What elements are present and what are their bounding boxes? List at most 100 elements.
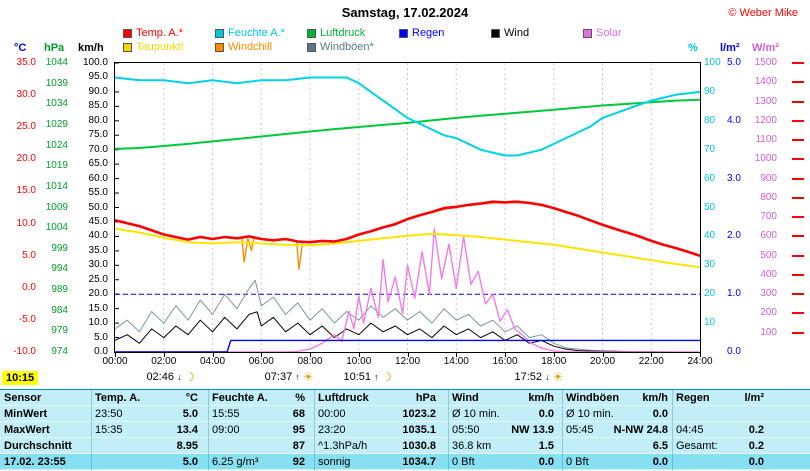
table-cell: Luftdruck [318,392,369,404]
table-row-label: MaxWert [4,424,50,436]
table-row: MinWert 23:50 5.0 15:55 68 00:00 1023.2 Ø 10 mi… [0,406,810,422]
plot-area [114,62,701,353]
table-cell: Regen [676,392,710,404]
regen-swatch-icon [399,28,408,38]
axis-label-speed_kmh: 90.0 [88,85,108,97]
legend-item-solar: Solar [583,27,675,39]
axis-unit-wind: km/h [78,42,104,54]
axis-label-speed_kmh: 100.0 [82,57,108,68]
axis-label-temp_c: 15.0 [16,185,36,197]
table-cell: 0.0 [538,456,554,468]
axis-label-solar_wm2: 200 [760,307,777,319]
wind-swatch-icon [491,28,500,38]
table-cell: 87 [292,440,305,452]
table-cell: 0.0 [652,408,668,420]
axis-unit-solar: W/m² [752,42,779,54]
axis-label-speed_kmh: 55.0 [88,187,108,199]
table-cell: 0 Bft [452,456,475,468]
legend-row-1: Temp. A.* Feuchte A.* Luftdruck Regen Wind So… [123,27,675,39]
table-cell: hPa [415,392,436,404]
time-axis-tick [651,353,653,357]
solar-swatch-icon [583,28,592,38]
axis-label-speed_kmh: 35.0 [88,244,108,256]
table-cell: Ø 10 min. [452,408,500,420]
table-cell: 1023.2 [402,408,436,420]
clipped-axis-tick [792,216,804,219]
moonset-arrow-icon: ↓ [176,372,182,382]
series-taupunkt [115,227,700,269]
time-axis-tick [310,353,311,357]
table-cell: ^1.3hPa/h [318,440,368,452]
axis-label-solar_wm2: 1000 [754,153,777,165]
axis-label-pressure_hpa: 1044 [45,57,68,68]
legend-label: Windchill [228,41,273,53]
legend-row-2: Taupunkt! Windchill Windböen* [123,41,399,53]
table-cell: Windböen [566,392,620,404]
table-cell: 1030.8 [402,440,436,452]
table-cell: 15:35 [95,424,123,436]
legend-item-wind: Wind [491,27,583,39]
axis-label-humidity_pct: 40 [704,230,716,242]
table-row: 17.02. 23:55 5.0 6.25 g/m³ 92 sonnig 1034.7 0 … [0,454,810,470]
table-column-separator [314,390,315,471]
legend-label: Wind [504,27,530,39]
axis-unit-pressure: hPa [44,42,65,54]
astro-event-sunset: 17:52 ↓ ☀ [515,371,564,383]
axis-label-pressure_hpa: 1014 [45,180,68,192]
table-cell: 95 [292,424,305,436]
time-axis-label: 24:00 [687,356,713,367]
table-row-label: Durchschnitt [4,440,72,452]
table-column-separator [562,390,563,471]
time-axis-tick [163,353,165,357]
legend-item-windboeen: Windböen* [307,41,399,53]
time-axis-label: 20:00 [589,356,616,367]
time-axis-tick [700,353,701,357]
axis-label-pressure_hpa: 1029 [45,118,68,130]
series-windboeen [115,279,700,352]
axis-label-temp_c: -10.0 [13,346,36,357]
clipped-axis-tick [792,235,804,238]
table-cell: 15:55 [212,408,240,420]
table-cell: 0.2 [748,440,764,452]
axis-label-speed_kmh: 40.0 [88,230,108,242]
legend-label: Regen [412,27,445,39]
legend-label: Solar [596,27,622,39]
time-axis-tick [261,353,263,357]
table-cell: Gesamt: [676,440,718,452]
axis-label-solar_wm2: 900 [760,172,777,184]
axis-label-solar_wm2: 500 [760,249,777,261]
axis-label-solar_wm2: 300 [760,288,777,300]
axis-label-humidity_pct: 80 [704,114,716,126]
copyright: © Weber Mike [728,7,798,19]
table-cell: 0.0 [748,456,764,468]
table-cell: 05:50 [452,424,480,436]
sunrise-icon: ☀ [302,370,314,384]
table-cell: 05:45 [566,424,594,436]
clipped-axis-tick [792,312,804,315]
series-regen [115,339,700,352]
clipped-axis-tick [792,293,804,296]
sunset-icon: ☀ [552,370,564,384]
time-axis-label: 04:00 [199,356,226,367]
axis-label-pressure_hpa: 1039 [45,77,68,89]
clipped-axis-tick [792,158,804,161]
clipped-axis-tick [792,119,804,122]
moonset-icon: ☽ [184,370,196,384]
axis-label-pressure_hpa: 999 [51,242,68,254]
axis-label-speed_kmh: 75.0 [88,129,108,141]
axis-label-rain_lm2: 4.0 [727,114,741,126]
axis-label-humidity_pct: 70 [704,143,716,155]
series-luftdruck [115,98,700,150]
table-cell: Feuchte A. [212,392,268,404]
table-header-row: Sensor Temp. A. °C Feuchte A.% Luftdruck hPa W… [0,390,810,406]
series-feuchte-a [115,76,700,157]
axis-label-speed_kmh: 45.0 [88,215,108,227]
legend-item-regen: Regen [399,27,491,39]
axis-label-humidity_pct: 50 [704,201,716,213]
table-cell: % [295,392,305,404]
table-cell: Temp. A. [95,392,141,404]
axis-label-pressure_hpa: 1009 [45,201,68,213]
axis-label-rain_lm2: 2.0 [727,230,741,242]
time-axis-label: 02:00 [151,356,177,367]
